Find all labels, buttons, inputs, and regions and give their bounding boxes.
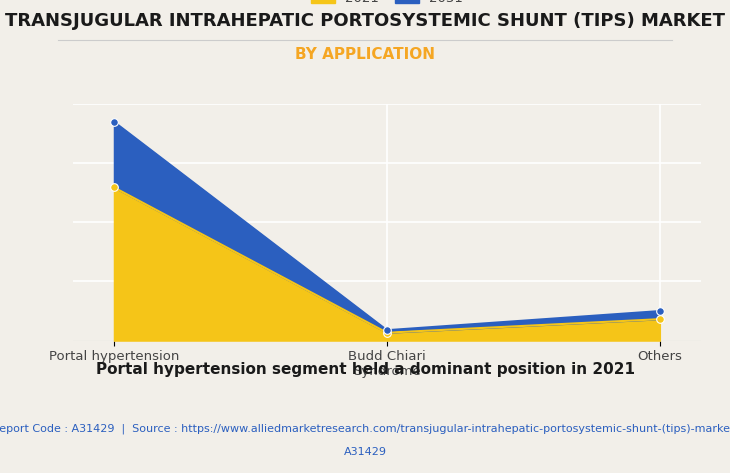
Text: BY APPLICATION: BY APPLICATION — [295, 47, 435, 62]
Text: TRANSJUGULAR INTRAHEPATIC PORTOSYSTEMIC SHUNT (TIPS) MARKET: TRANSJUGULAR INTRAHEPATIC PORTOSYSTEMIC … — [5, 12, 725, 30]
Text: A31429: A31429 — [344, 447, 386, 457]
Text: Report Code : A31429  |  Source : https://www.alliedmarketresearch.com/transjugu: Report Code : A31429 | Source : https://… — [0, 423, 730, 434]
Legend: 2021, 2031: 2021, 2031 — [307, 0, 467, 9]
Text: Portal hypertension segment held a dominant position in 2021: Portal hypertension segment held a domin… — [96, 362, 634, 377]
